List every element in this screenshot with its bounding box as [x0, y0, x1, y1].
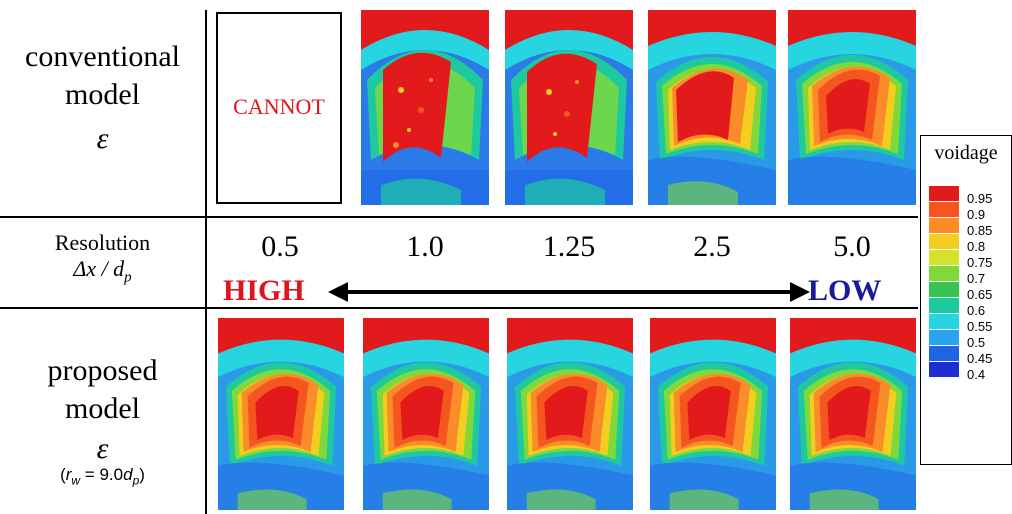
conventional-panel-1.0	[361, 10, 489, 205]
legend-swatch	[929, 266, 959, 281]
param-prefix: (	[60, 465, 66, 484]
legend-label: 0.8	[967, 239, 986, 254]
resolution-arrow	[328, 282, 810, 302]
resolution-value-3: 2.5	[693, 230, 731, 263]
horizontal-divider-top	[0, 216, 918, 218]
proposed-model-label: proposed model ε (rw = 9.0dp)	[0, 352, 205, 491]
legend-swatch	[929, 314, 959, 329]
conventional-panel-5.0	[788, 10, 916, 205]
resolution-formula-sub: p	[124, 269, 132, 286]
conventional-model-label: conventional model ε	[0, 38, 205, 156]
param-eq: = 9.0	[80, 465, 124, 484]
conventional-panel-2.5	[648, 10, 776, 205]
resolution-value-4: 5.0	[833, 230, 871, 263]
conventional-epsilon: ε	[96, 122, 109, 155]
legend-swatch	[929, 298, 959, 313]
param-var-sub: w	[71, 473, 81, 488]
high-label: HIGH	[223, 274, 305, 307]
legend-label: 0.45	[967, 351, 993, 366]
resolution-formula-main: Δx / d	[73, 256, 125, 281]
proposed-epsilon: ε	[96, 432, 109, 465]
legend-swatch	[929, 250, 959, 265]
resolution-value-1: 1.0	[406, 230, 444, 263]
proposed-line1: proposed	[47, 354, 158, 387]
resolution-value-0: 0.5	[261, 230, 299, 263]
proposed-line2: model	[65, 392, 140, 425]
legend-label: 0.55	[967, 319, 993, 334]
legend-label: 0.6	[967, 303, 986, 318]
legend-swatch	[929, 186, 959, 201]
proposed-panel-5.0	[790, 318, 916, 510]
proposed-panel-1.0	[363, 318, 489, 510]
cannot-label: CANNOT	[233, 94, 325, 119]
proposed-panel-1.25	[507, 318, 633, 510]
horizontal-divider-bottom	[0, 307, 918, 309]
voidage-legend: voidage 0.95 0.9 0.85 0.8 0.75 0.7 0.65 0.6 0.55…	[920, 135, 1012, 465]
legend-label: 0.65	[967, 287, 993, 302]
resolution-formula: Δx / dp	[0, 256, 205, 290]
legend-swatch	[929, 282, 959, 297]
legend-label: 0.95	[967, 191, 993, 206]
vertical-divider	[205, 10, 207, 514]
conventional-line1: conventional	[25, 40, 180, 73]
legend-swatch	[929, 202, 959, 217]
conventional-panel-1.25	[505, 10, 633, 205]
legend-label: 0.4	[967, 367, 986, 382]
resolution-value-2: 1.25	[542, 230, 596, 263]
legend-label: 0.75	[967, 255, 993, 270]
param-d: d	[123, 465, 133, 484]
proposed-panel-2.5	[650, 318, 776, 510]
legend-swatch	[929, 362, 959, 377]
legend-label: 0.7	[967, 271, 986, 286]
resolution-label: Resolution Δx / dp	[0, 230, 205, 290]
param-suffix: )	[139, 465, 145, 484]
legend-label: 0.9	[967, 207, 986, 222]
param-var: r	[65, 465, 72, 484]
legend-swatch	[929, 346, 959, 361]
legend-label: 0.5	[967, 335, 986, 350]
proposed-parameter: (rw = 9.0dp)	[0, 464, 205, 491]
proposed-panel-0.5	[218, 318, 344, 510]
cannot-box: CANNOT	[216, 12, 342, 204]
conventional-line2: model	[65, 78, 140, 111]
legend-label: 0.85	[967, 223, 993, 238]
legend-swatch	[929, 218, 959, 233]
legend-swatch	[929, 234, 959, 249]
resolution-title: Resolution	[54, 230, 151, 255]
param-d-sub: p	[132, 473, 140, 488]
legend-title: voidage	[934, 142, 998, 164]
low-label: LOW	[808, 274, 882, 307]
legend-swatch	[929, 330, 959, 345]
